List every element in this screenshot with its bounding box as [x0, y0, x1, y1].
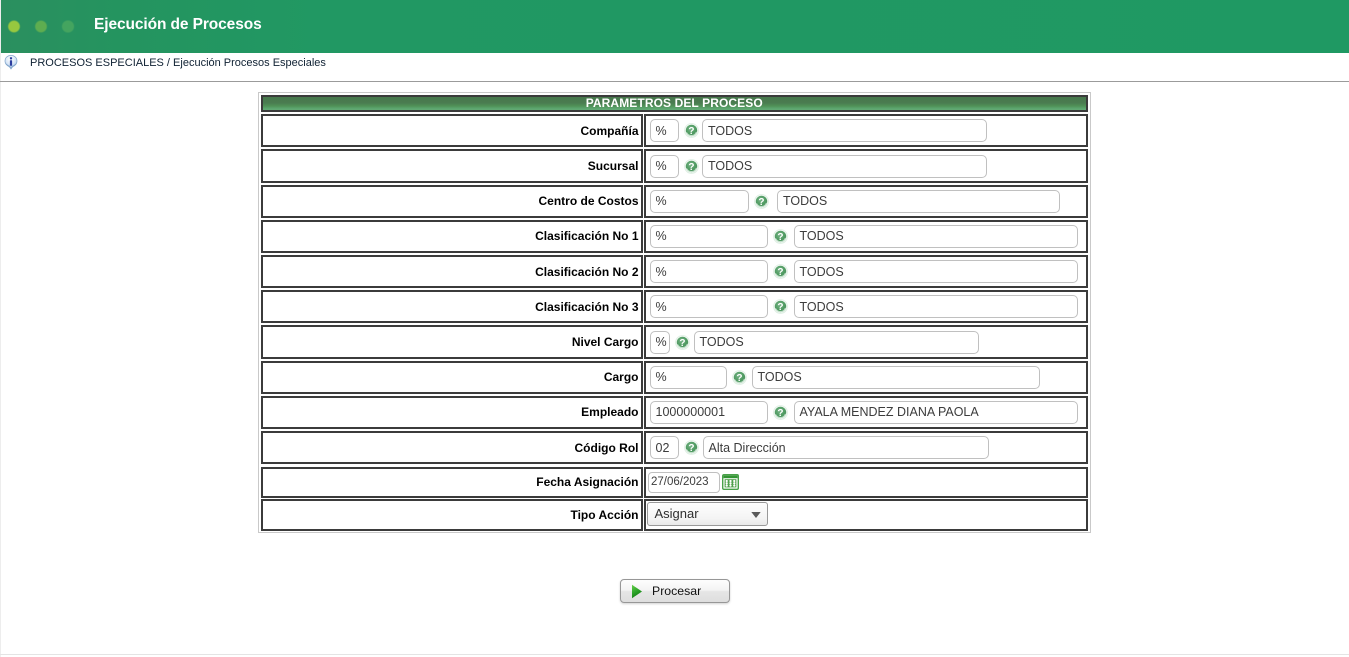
- svg-text:?: ?: [777, 232, 783, 243]
- svg-text:?: ?: [758, 197, 764, 208]
- svg-text:?: ?: [777, 267, 783, 278]
- svg-text:?: ?: [777, 408, 783, 419]
- svg-text:?: ?: [777, 302, 783, 313]
- svg-text:?: ?: [688, 443, 694, 454]
- svg-text:?: ?: [679, 338, 685, 349]
- svg-text:?: ?: [688, 126, 694, 137]
- svg-text:?: ?: [736, 373, 742, 384]
- svg-text:?: ?: [688, 162, 694, 173]
